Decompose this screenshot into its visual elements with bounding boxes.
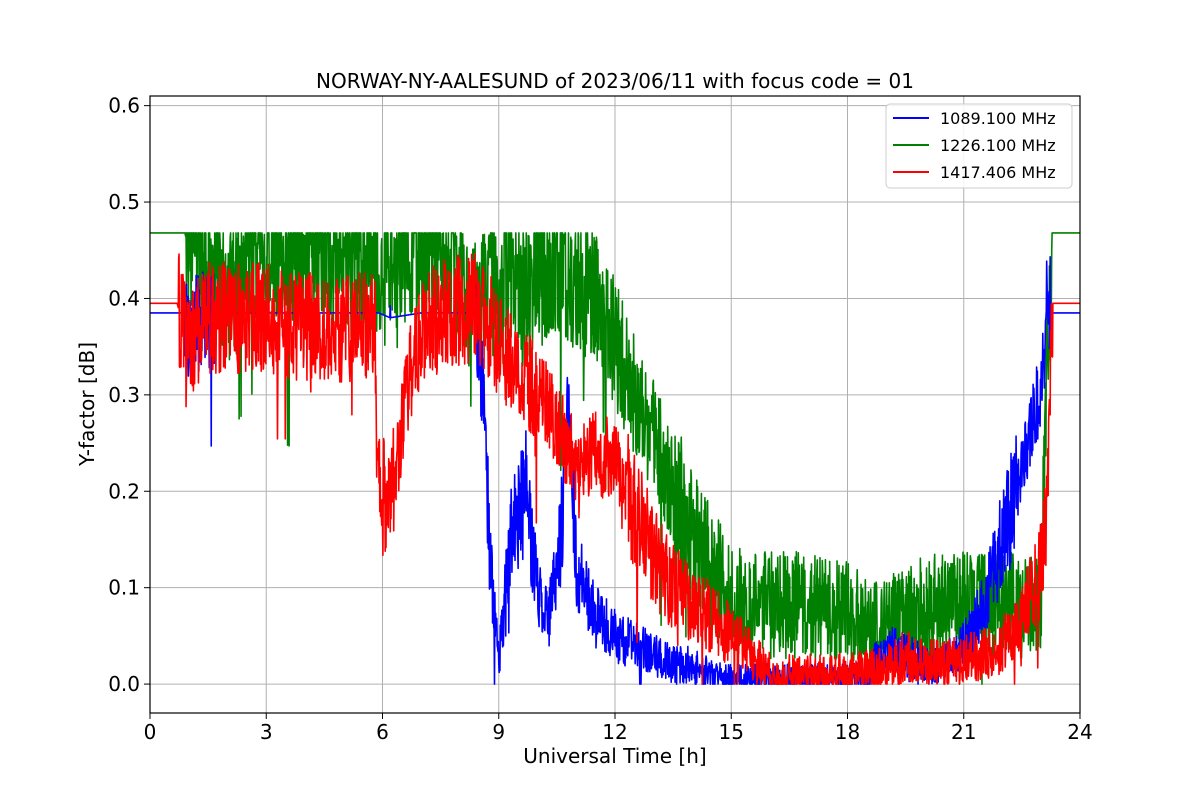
plot-area bbox=[149, 232, 1081, 685]
x-tick-label: 24 bbox=[1067, 720, 1092, 744]
y-tick-label: 0.0 bbox=[108, 672, 140, 696]
x-tick-label: 15 bbox=[719, 720, 744, 744]
chart-title: NORWAY-NY-AALESUND of 2023/06/11 with fo… bbox=[316, 69, 914, 93]
y-tick-label: 0.5 bbox=[108, 190, 140, 214]
x-tick-label: 6 bbox=[376, 720, 389, 744]
x-tick-label: 0 bbox=[144, 720, 157, 744]
series-line-1417-406 bbox=[149, 252, 1081, 685]
legend: 1089.100 MHz 1226.100 MHz 1417.406 MHz bbox=[885, 103, 1073, 189]
y-tick-label: 0.2 bbox=[108, 479, 140, 503]
legend-box bbox=[885, 103, 1073, 189]
x-tick-label: 12 bbox=[602, 720, 627, 744]
x-tick-label: 18 bbox=[835, 720, 860, 744]
y-tick-label: 0.6 bbox=[108, 94, 140, 118]
y-tick-label: 0.3 bbox=[108, 383, 140, 407]
x-tick-label: 9 bbox=[492, 720, 505, 744]
x-axis-label: Universal Time [h] bbox=[523, 744, 706, 768]
y-tick-label: 0.4 bbox=[108, 286, 140, 310]
x-tick-label: 3 bbox=[260, 720, 273, 744]
axis-ticks: 0 3 6 9 12 15 18 21 24 0.0 0.1 0.2 0.3 0.4 0.5 0.6 bbox=[108, 94, 1093, 744]
legend-label-1089: 1089.100 MHz bbox=[940, 109, 1056, 128]
y-axis-label: Y-factor [dB] bbox=[75, 342, 99, 467]
legend-label-1226: 1226.100 MHz bbox=[940, 136, 1056, 155]
legend-label-1417: 1417.406 MHz bbox=[940, 163, 1056, 182]
x-tick-label: 21 bbox=[951, 720, 976, 744]
y-tick-label: 0.1 bbox=[108, 576, 140, 600]
